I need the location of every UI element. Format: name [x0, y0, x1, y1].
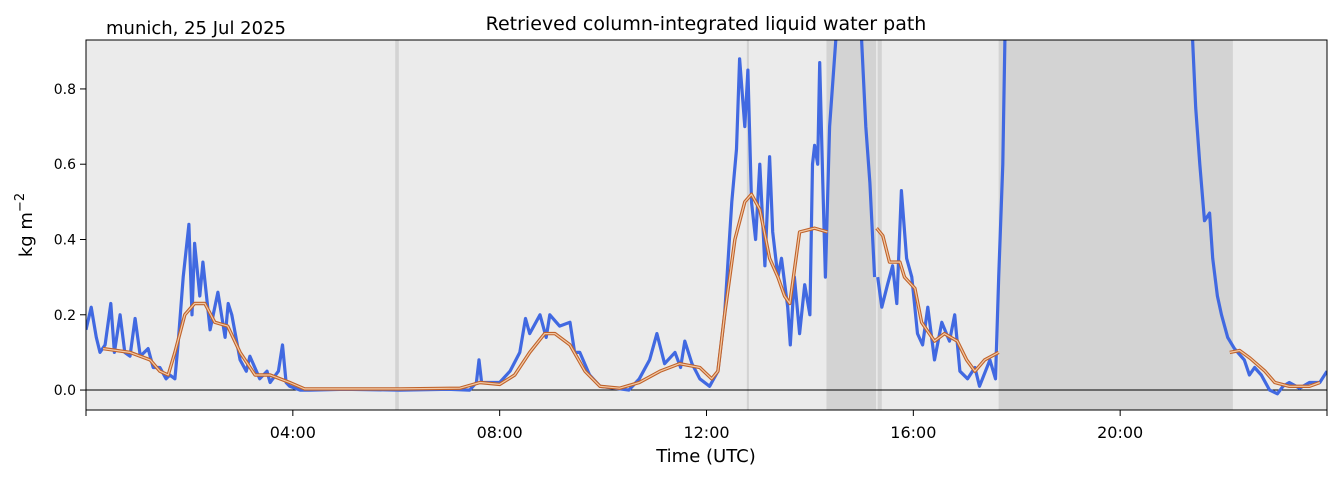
x-tick-label: 08:00 [477, 423, 523, 442]
x-axis-ticks: 04:00 08:00 12:00 16:00 20:00 [85, 410, 1328, 442]
y-tick-label: 0.4 [54, 232, 76, 248]
y-tick-label: 0.6 [54, 157, 76, 173]
x-tick-label: 04:00 [270, 423, 316, 442]
raw-lwp-line [86, 40, 838, 392]
raw-lwp-line [860, 40, 877, 278]
shaded-interval [826, 40, 877, 410]
chart-subtitle: munich, 25 Jul 2025 [106, 18, 286, 39]
x-tick-label: 16:00 [890, 423, 936, 442]
shaded-interval [877, 40, 882, 410]
shaded-interval [998, 40, 1233, 410]
series-group [86, 40, 1327, 396]
smoothed-lwp-line [1229, 349, 1321, 387]
shaded-interval [746, 40, 749, 410]
chart-title: Retrieved column-integrated liquid water… [486, 13, 927, 35]
y-tick-label: 0.8 [54, 82, 76, 98]
smoothed-lwp-line [103, 193, 828, 390]
y-tick-label: 0.2 [54, 308, 76, 324]
smoothed-lwp-line [876, 227, 999, 372]
y-axis-label-exponent: −2 [13, 193, 28, 212]
y-axis-label-unit: kg m [16, 212, 37, 257]
shaded-interval [395, 40, 399, 410]
x-tick-label: 12:00 [683, 423, 729, 442]
x-tick-label: 20:00 [1097, 423, 1143, 442]
y-tick-label: 0.0 [54, 383, 76, 399]
svg-text:kg m−2: kg m−2 [13, 193, 37, 257]
y-axis-label: kg m−2 [13, 193, 37, 257]
y-axis-ticks: 0.0 0.2 0.4 0.6 0.8 [54, 82, 86, 399]
raw-lwp-line [876, 40, 1007, 388]
x-axis-label: Time (UTC) [655, 446, 756, 467]
